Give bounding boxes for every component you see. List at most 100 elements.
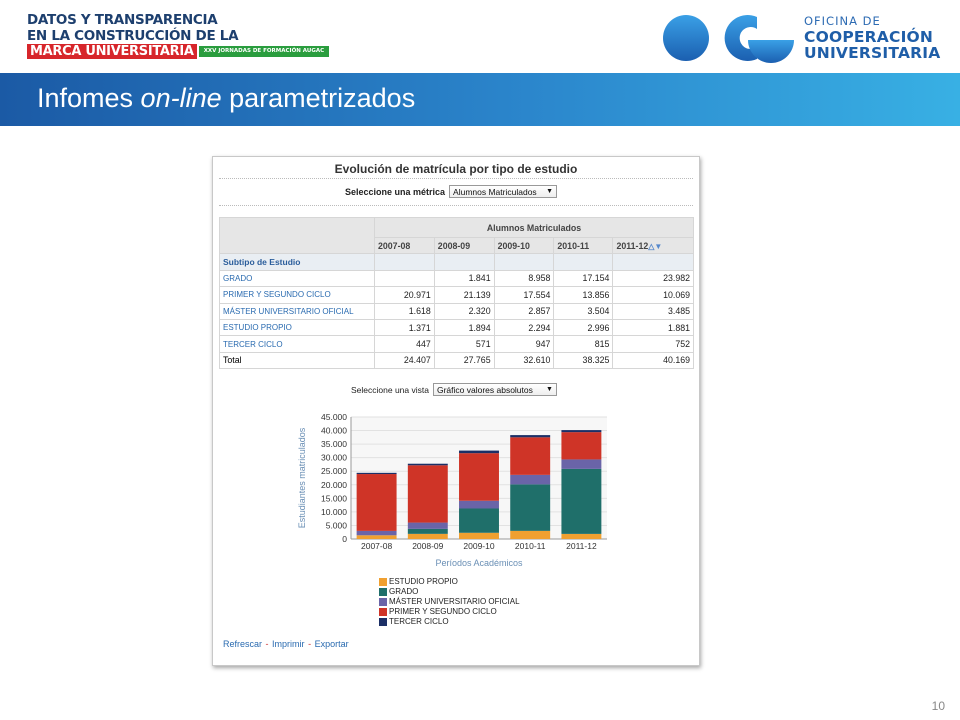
legend-label: MÁSTER UNIVERSITARIO OFICIAL (389, 597, 520, 606)
x-tick-label: 2009-10 (463, 541, 494, 551)
title-plain: Infomes (37, 83, 141, 113)
total-row: Total 24.407 27.765 32.610 38.325 40.169 (219, 351, 694, 370)
x-tick-label: 2011-12 (566, 541, 597, 551)
y-tick-label: 0 (342, 534, 347, 544)
data-table: Alumnos Matriculados 2007-08 2008-09 200… (219, 216, 694, 370)
view-select[interactable]: Gráfico valores absolutos ▼ (432, 383, 557, 396)
metric-select-value: Alumnos Matriculados (453, 186, 537, 197)
y-tick-label: 20.000 (321, 480, 347, 490)
table-row: GRADO 1.841 8.958 17.154 23.982 (219, 269, 694, 288)
year-header: 2007-08 (374, 236, 435, 255)
row-label-link[interactable]: GRADO (219, 269, 375, 288)
refresh-link[interactable]: Refrescar (223, 639, 263, 649)
table-corner (219, 216, 375, 255)
bar-segment (510, 530, 551, 539)
legend-item: GRADO (379, 587, 520, 597)
legend-item: PRIMER Y SEGUNDO CICLO (379, 607, 520, 617)
divider (219, 205, 693, 206)
total-cell: 40.169 (612, 351, 694, 370)
total-cell: 32.610 (493, 351, 555, 370)
table-cell: 1.894 (433, 318, 495, 337)
title-rest: parametrizados (221, 83, 416, 113)
bar-segment (356, 530, 397, 536)
bar-segment (459, 500, 499, 509)
stacked-bar-chart: 45.000 40.000 35.000 30.000 25.000 20.000 15.0… (297, 412, 607, 568)
metric-label: Seleccione una métrica (345, 186, 446, 197)
row-label-link[interactable]: ESTUDIO PROPIO (219, 318, 375, 337)
year-header-label: 2011-12 (616, 240, 649, 251)
table-cell: 1.841 (433, 269, 495, 288)
legend-label: ESTUDIO PROPIO (389, 577, 458, 586)
event-logo-line3: MARCA UNIVERSITARIA (27, 44, 197, 59)
table-cell: 2.996 (553, 318, 614, 337)
table-row: ESTUDIO PROPIO 1.371 1.894 2.294 2.996 1… (219, 318, 694, 337)
y-tick-label: 25.000 (321, 466, 347, 476)
legend-swatch (379, 598, 387, 606)
report-panel: Evolución de matrícula por tipo de estud… (212, 156, 700, 666)
year-header-sortable[interactable]: 2011-12△▼ (612, 236, 694, 255)
table-cell: 815 (553, 335, 614, 353)
oficina-cooperacion-wordmark: OFICINA DE COOPERACIÓN UNIVERSITARIA (804, 13, 940, 61)
chevron-down-icon: ▼ (546, 188, 554, 195)
x-axis-label: Períodos Académicos (435, 558, 523, 568)
row-label-link[interactable]: TERCER CICLO (219, 335, 375, 353)
table-cell: 1.618 (374, 302, 435, 320)
y-tick-label: 10.000 (321, 507, 347, 517)
bar-segment (510, 435, 551, 438)
bar-segment (407, 522, 448, 529)
table-cell: 8.958 (493, 269, 555, 288)
total-cell: 24.407 (374, 351, 435, 370)
table-cell: 447 (374, 335, 435, 353)
wordmark-line2: COOPERACIÓN (804, 28, 934, 46)
chevron-down-icon: ▼ (546, 386, 553, 393)
table-cell: 2.294 (493, 318, 555, 337)
wordmark-line1: OFICINA DE (804, 14, 881, 28)
year-header: 2008-09 (433, 236, 495, 255)
bar-segment (510, 437, 551, 475)
table-cell: 571 (433, 335, 495, 353)
sort-arrows-icon[interactable]: △▼ (648, 241, 663, 251)
y-tick-label: 45.000 (321, 412, 347, 422)
row-header: Subtipo de Estudio (219, 253, 375, 271)
bar-segment (407, 463, 448, 466)
bar-segment (407, 528, 448, 534)
bar-segment (459, 450, 499, 454)
bar-segment (356, 474, 397, 531)
view-select-value: Gráfico valores absolutos (436, 384, 533, 395)
bar-segment (561, 533, 602, 539)
title-italic: on-line (140, 83, 222, 113)
y-tick-label: 35.000 (321, 439, 347, 449)
bar-segment (407, 533, 448, 539)
table-cell: 2.857 (493, 302, 555, 320)
export-link[interactable]: Exportar (314, 639, 349, 649)
view-selector-row: Seleccione una vista Gráfico valores abs… (351, 383, 557, 396)
legend-item: MÁSTER UNIVERSITARIO OFICIAL (379, 597, 520, 607)
table-cell: 13.856 (553, 286, 614, 304)
oficina-cooperacion-logo-icon (663, 14, 794, 63)
y-axis-label: Estudiantes matriculados (297, 427, 307, 528)
bar-segment (561, 430, 602, 433)
event-logo-line2: EN LA CONSTRUCCIÓN DE LA (27, 28, 239, 44)
title-band: Infomes on-line parametrizados (0, 73, 960, 126)
year-header: 2010-11 (553, 236, 614, 255)
row-label-link[interactable]: MÁSTER UNIVERSITARIO OFICIAL (219, 302, 375, 320)
legend-swatch (379, 608, 387, 616)
bar-segment (510, 474, 551, 485)
year-header: 2009-10 (493, 236, 555, 255)
x-tick-label: 2007-08 (361, 541, 392, 551)
link-separator: - (265, 639, 269, 649)
table-cell: 17.154 (553, 269, 614, 288)
table-cell: 23.982 (612, 269, 694, 288)
table-cell: 947 (493, 335, 555, 353)
legend-item: TERCER CICLO (379, 617, 520, 627)
metric-select[interactable]: Alumnos Matriculados ▼ (449, 185, 558, 198)
total-cell: 27.765 (433, 351, 495, 370)
table-cell: 10.069 (612, 286, 694, 304)
row-label-link[interactable]: PRIMER Y SEGUNDO CICLO (219, 286, 375, 304)
print-link[interactable]: Imprimir (272, 639, 305, 649)
bar-segment (510, 484, 551, 531)
table-cell: 1.881 (612, 318, 694, 337)
total-label: Total (219, 351, 375, 370)
table-cell: 3.504 (553, 302, 614, 320)
